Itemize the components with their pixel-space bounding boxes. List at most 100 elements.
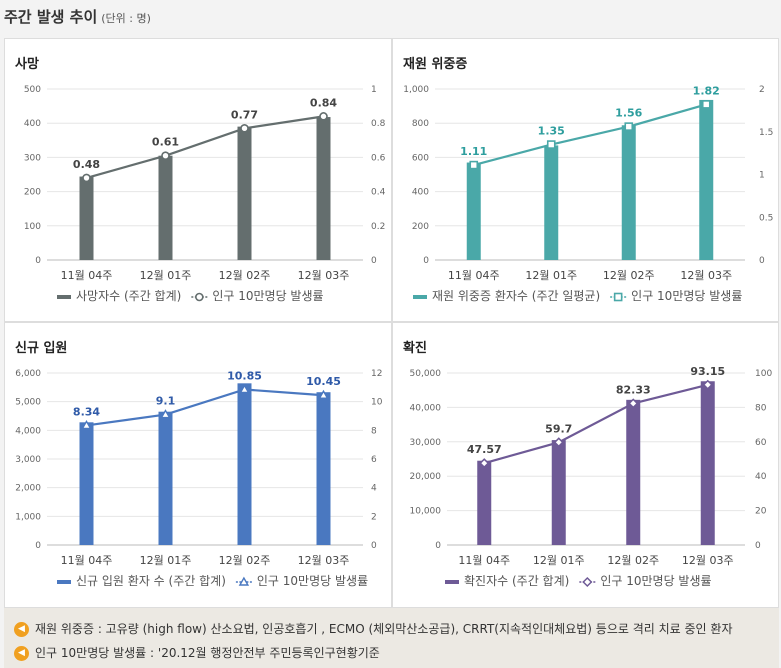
- data-label: 0.84: [310, 96, 337, 109]
- right-axis-tick: 0.4: [371, 188, 386, 198]
- left-axis-tick: 200: [24, 188, 41, 198]
- right-axis-tick: 0: [371, 541, 377, 551]
- x-axis-label: 11월 04주: [458, 554, 510, 567]
- bar: [237, 126, 252, 261]
- x-axis-label: 12월 02주: [219, 269, 271, 282]
- left-axis-tick: 800: [412, 119, 429, 129]
- legend-bar-swatch: [445, 580, 459, 584]
- rate-line: [86, 388, 324, 427]
- left-axis-tick: 3,000: [15, 455, 41, 465]
- rate-line: [483, 383, 709, 465]
- right-axis-tick: 0: [755, 541, 761, 551]
- data-label: 0.48: [73, 158, 100, 171]
- right-axis-tick: 12: [371, 369, 382, 379]
- left-axis-tick: 4,000: [15, 426, 41, 436]
- right-axis-tick: 0: [759, 256, 765, 266]
- data-label: 82.33: [616, 383, 651, 396]
- right-axis-tick: 8: [371, 426, 377, 436]
- critical-chart: 0 200 400 600 800 1,000 0 0.5 1 1.5 2 11월 04주 12월 01…: [403, 84, 773, 303]
- rate-marker: [469, 160, 479, 170]
- data-label: 1.56: [615, 107, 642, 120]
- legend-bar-label: 재원 위중증 환자수 (주간 일평균): [432, 289, 600, 303]
- data-label: 8.34: [73, 405, 100, 418]
- bar: [626, 399, 641, 545]
- left-axis-tick: 6,000: [15, 369, 41, 379]
- x-axis-label: 12월 01주: [140, 269, 192, 282]
- right-axis-tick: 0.5: [759, 213, 773, 223]
- data-label: 0.61: [152, 136, 179, 149]
- left-axis-tick: 5,000: [15, 398, 41, 408]
- right-axis-tick: 40: [755, 472, 767, 482]
- data-label: 9.1: [156, 395, 176, 408]
- legend-bar-label: 확진자수 (주간 합계): [464, 574, 569, 588]
- bar: [158, 155, 173, 260]
- note-text: 재원 위중증 : 고유량 (high flow) 산소요법, 인공호흡기 , E…: [35, 622, 733, 636]
- bar: [79, 176, 94, 260]
- data-label: 93.15: [690, 365, 725, 378]
- right-axis-tick: 2: [759, 85, 765, 95]
- x-axis-label: 12월 01주: [533, 554, 585, 567]
- rate-marker: [240, 124, 249, 133]
- chart-panel-critical: 재원 위중증 0 200 400 600 800 1,000 0 0.5 1 1.5 2 11월 04…: [392, 38, 779, 322]
- legend-bar-swatch: [57, 580, 71, 584]
- rate-marker: [195, 292, 204, 302]
- right-axis-tick: 0: [371, 256, 377, 266]
- data-label: 10.45: [306, 375, 341, 388]
- chart-panel-deaths: 사망 0 100 200 300 400 500 0 0.2 0.4 0.6 0.8 1 11월 04주…: [4, 38, 392, 322]
- rate-marker: [82, 173, 91, 183]
- bar: [699, 99, 714, 260]
- bar: [700, 381, 715, 545]
- page-title: 주간 발생 추이 (단위 : 명): [4, 6, 151, 27]
- left-axis-tick: 1,000: [15, 512, 41, 522]
- left-axis-tick: 0: [435, 541, 441, 551]
- x-axis-label: 11월 04주: [448, 269, 500, 282]
- chart-title: 재원 위중증: [403, 57, 468, 72]
- right-axis-tick: 80: [755, 403, 767, 413]
- bar: [551, 440, 566, 545]
- chart-title: 사망: [15, 57, 39, 72]
- data-label: 59.7: [545, 422, 572, 435]
- unit-label: (단위 : 명): [101, 12, 151, 25]
- x-axis-label: 12월 01주: [140, 554, 192, 567]
- confirmed-chart: 0 10,000 20,000 30,000 40,000 50,000 0 20 40 60 80…: [410, 365, 773, 588]
- deaths-chart: 0 100 200 300 400 500 0 0.2 0.4 0.6 0.8 1 11월 04주 12월…: [24, 85, 386, 303]
- chart-panel-confirmed: 확진 0 10,000 20,000 30,000 40,000 50,000 0 20 40 6…: [392, 322, 779, 608]
- rate-marker: [160, 409, 171, 419]
- data-label: 1.11: [460, 145, 487, 158]
- right-axis-tick: 2: [371, 512, 377, 522]
- x-axis-label: 12월 02주: [219, 554, 271, 567]
- left-axis-tick: 2,000: [15, 484, 41, 494]
- chart-title: 확진: [403, 341, 427, 356]
- right-axis-tick: 60: [755, 438, 767, 448]
- left-axis-tick: 20,000: [410, 472, 442, 482]
- left-axis-tick: 0: [35, 541, 41, 551]
- legend-bar-swatch: [413, 295, 427, 299]
- rate-marker: [546, 140, 556, 149]
- rate-marker: [628, 398, 639, 409]
- legend-line-label: 인구 10만명당 발생률: [257, 574, 368, 588]
- data-label: 47.57: [467, 443, 502, 456]
- rate-marker: [239, 384, 250, 394]
- note-rate-basis: ◀ 인구 10만명당 발생률 : '20.12월 행정안전부 주민등록인구현황기준: [14, 644, 380, 661]
- x-axis-label: 12월 03주: [298, 269, 350, 282]
- right-axis-tick: 0.2: [371, 222, 385, 232]
- bar: [316, 392, 331, 545]
- right-axis-tick: 1: [371, 85, 377, 95]
- bar: [621, 125, 636, 260]
- left-axis-tick: 500: [24, 85, 41, 95]
- legend-bar-label: 사망자수 (주간 합계): [76, 289, 181, 303]
- right-axis-tick: 1: [759, 171, 765, 181]
- left-axis-tick: 10,000: [410, 507, 442, 517]
- left-axis-tick: 400: [412, 188, 429, 198]
- left-axis-tick: 400: [24, 119, 41, 129]
- chart-panel-admissions: 신규 입원 0 1,000 2,000 3,000 4,000 5,000 6,000 0 2 4…: [4, 322, 392, 608]
- left-axis-tick: 0: [423, 256, 429, 266]
- rate-marker: [553, 437, 564, 448]
- rate-marker: [582, 576, 593, 588]
- left-axis-tick: 40,000: [410, 403, 442, 413]
- right-axis-tick: 6: [371, 455, 377, 465]
- x-axis-label: 12월 02주: [603, 269, 655, 282]
- note-critical-definition: ◀ 재원 위중증 : 고유량 (high flow) 산소요법, 인공호흡기 , …: [14, 620, 732, 637]
- right-axis-tick: 4: [371, 484, 377, 494]
- speaker-icon: ◀: [14, 646, 29, 661]
